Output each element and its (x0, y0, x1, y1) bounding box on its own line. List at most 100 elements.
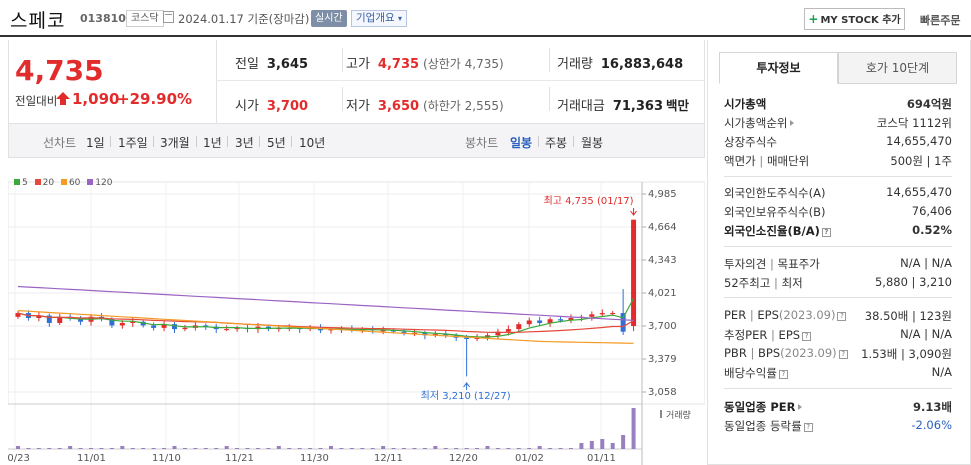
volume-bar (266, 448, 271, 449)
ma120-swatch (87, 179, 94, 185)
candle-body (172, 324, 177, 330)
tab-1y[interactable]: 1년 (203, 136, 222, 150)
add-mystock-button[interactable]: + MY STOCK 추가 (804, 8, 905, 30)
low-marker-arrow (463, 382, 471, 390)
candle-body (432, 334, 438, 336)
volume-bar (308, 448, 313, 449)
candle-body (401, 331, 407, 333)
candle-body (505, 329, 511, 332)
help-icon[interactable]: ? (803, 423, 813, 432)
volume-bar (297, 448, 302, 449)
per-eps-row: PER | EPS(2023.09)? 38.50배 | 123원 (724, 308, 952, 323)
ma120-line (17, 285, 634, 321)
foreign-ratio-row: 외국인소진율(B/A)? 0.52% (724, 223, 952, 238)
candle-chart-label: 봉차트 (465, 136, 499, 150)
est-per-row: 추정PER | EPS? N/A | N/A (724, 327, 952, 342)
volume-bar (412, 448, 417, 449)
shares-row: 상장주식수 14,655,470 (724, 134, 952, 149)
foreign-limit-row: 외국인한도주식수(A) 14,655,470 (724, 185, 952, 200)
help-icon[interactable]: ? (778, 370, 788, 379)
candle-body (119, 322, 125, 326)
x-tick-label: 11/30 (300, 453, 329, 464)
candle-body (526, 320, 532, 325)
info-tabs: 투자정보 호가 10단계 (719, 52, 957, 84)
ma20-swatch (34, 179, 41, 185)
volume-bar (579, 443, 584, 449)
tab-weekly[interactable]: 주봉 (545, 136, 568, 150)
tab-investment-info[interactable]: 투자정보 (719, 52, 838, 84)
foreign-group: 외국인한도주식수(A) 14,655,470 외국인보유주식수(B) 76,406 … (724, 183, 952, 240)
industry-per-row: 동일업종 PER 9.13배 (724, 400, 952, 414)
week52-row: 52주최고 | 최저 5,880 | 3,210 (724, 275, 952, 290)
volume-bar (47, 448, 52, 449)
volume-bar (558, 448, 563, 449)
pbr-bps-row: PBR | BPS(2023.09)? 1.53배 | 3,090원 (724, 346, 952, 361)
help-icon[interactable]: ? (821, 228, 831, 237)
tab-monthly[interactable]: 월봉 (581, 136, 604, 150)
volume-bar (203, 448, 208, 449)
change-label: 전일대비 (15, 94, 58, 108)
price-chart[interactable]: 4,985 4,664 4,343 4,021 3,700 3,379 3,058 10/23… (8, 168, 705, 465)
volume-bar (109, 448, 114, 449)
candle-body (391, 330, 397, 332)
candle-body (151, 325, 157, 328)
volume-bar (600, 439, 605, 449)
volume-bar (485, 446, 490, 449)
candle-body (516, 324, 522, 330)
tab-orderbook[interactable]: 호가 10단계 (838, 52, 957, 84)
tab-1d[interactable]: 1일 (86, 136, 105, 150)
volume-bar (495, 448, 500, 449)
stock-name: 스페코 (10, 10, 66, 32)
quick-order-link[interactable]: 빠른주문 (920, 14, 961, 27)
ma60-swatch (60, 179, 67, 185)
candle-body (57, 316, 63, 323)
volume-label: 거래량 (666, 409, 691, 421)
ma5-swatch (14, 179, 20, 185)
tab-daily[interactable]: 일봉 (510, 136, 533, 150)
help-icon[interactable]: ? (838, 350, 848, 359)
volume-bar (99, 448, 104, 449)
price-change: 1,090 (72, 90, 120, 108)
candle-body (443, 334, 449, 336)
volume-bar (475, 448, 480, 449)
foreign-hold-row: 외국인보유주식수(B) 76,406 (724, 204, 952, 219)
volume-bar (276, 446, 281, 449)
volume-bar (329, 446, 333, 449)
candle-body (182, 327, 188, 330)
add-mystock-label: MY STOCK 추가 (820, 15, 901, 26)
y-tick-label: 3,379 (648, 354, 677, 365)
x-tick-label: 11/01 (77, 453, 106, 464)
volume-bar (349, 448, 354, 449)
x-tick-label: 01/11 (587, 453, 616, 464)
realtime-button[interactable]: 실시간 (311, 10, 347, 27)
candle-body (495, 331, 501, 336)
volume-bar (360, 448, 365, 449)
x-tick-label: 11/21 (225, 453, 254, 464)
tab-1w[interactable]: 1주일 (118, 136, 148, 150)
company-overview-dropdown[interactable]: 기업개요 ▾ (351, 10, 407, 27)
arrow-right-icon (790, 120, 795, 126)
x-tick-label: 12/11 (374, 453, 403, 464)
high-annotation: 최고 4,735 (01/17) (544, 195, 634, 207)
chart-period-tabs: 선차트 1일 1주일 3개월 1년 3년 5년 10년 봉차트 일봉 주봉 월봉 (8, 124, 705, 158)
help-icon[interactable]: ? (837, 312, 847, 321)
low-price: 저가 3,650 (하한가 2,555) (346, 99, 504, 114)
tab-5y[interactable]: 5년 (267, 136, 286, 150)
volume-bar (454, 448, 459, 449)
volume-bar (235, 448, 240, 449)
help-icon[interactable]: ? (802, 332, 812, 341)
tab-3y[interactable]: 3년 (235, 136, 254, 150)
price-change-percent: +29.90% (117, 90, 193, 108)
x-tick-label: 01/02 (515, 453, 544, 464)
volume-bar (631, 408, 636, 449)
tab-3m[interactable]: 3개월 (160, 136, 190, 150)
volume-bar (589, 441, 594, 449)
volume-bar (287, 448, 292, 449)
candle-body (130, 321, 136, 323)
candle-body (422, 332, 428, 336)
candle-body (234, 327, 240, 330)
candle-body (78, 318, 84, 322)
tab-10y[interactable]: 10년 (299, 136, 326, 150)
candle-body (411, 332, 417, 334)
volume-bar (78, 448, 83, 449)
